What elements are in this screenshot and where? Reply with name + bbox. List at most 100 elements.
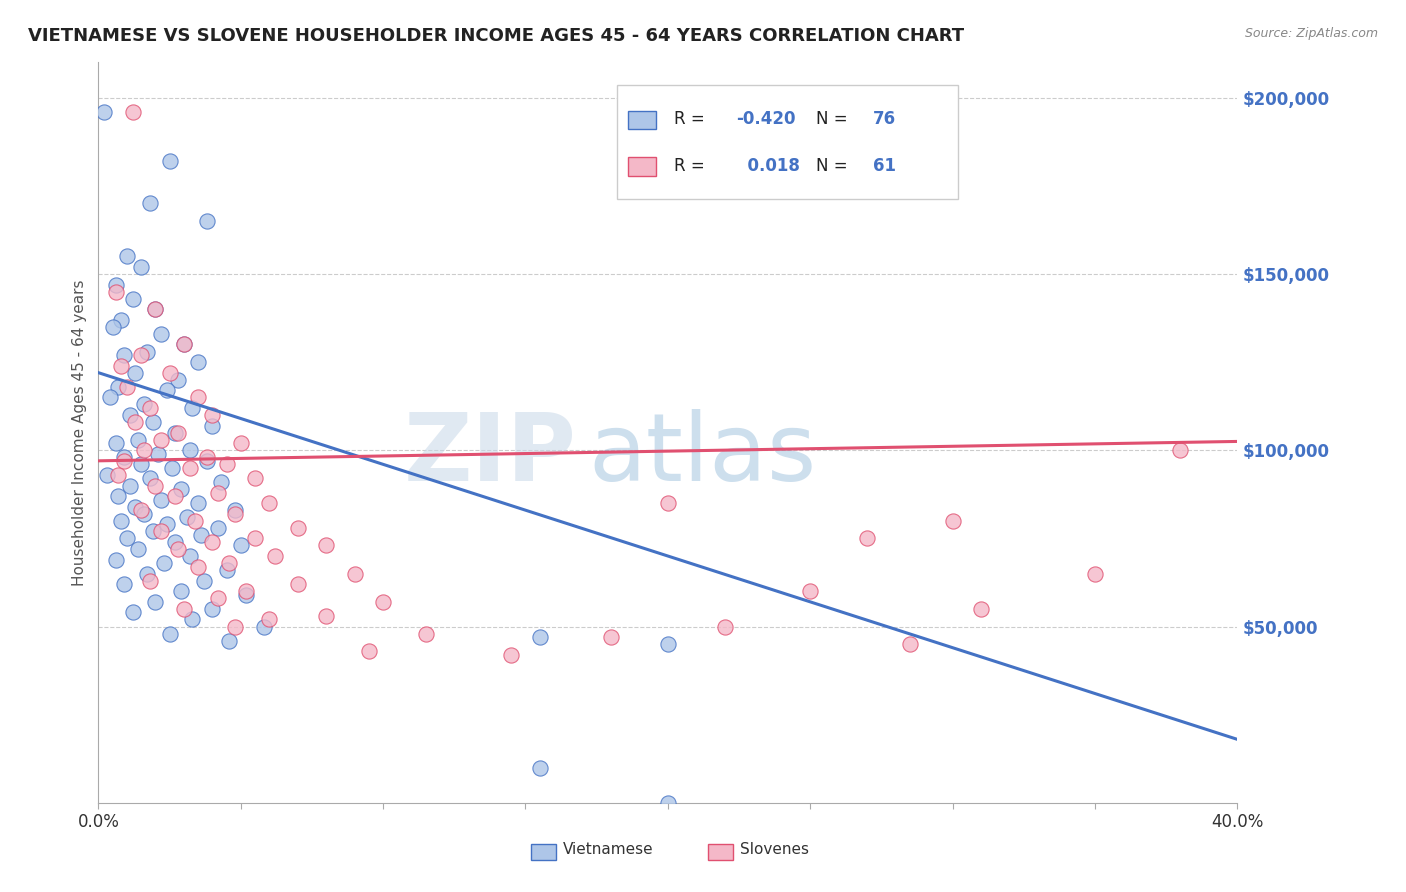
Point bbox=[112, 450, 135, 465]
Point bbox=[156, 384, 179, 398]
Point bbox=[173, 337, 195, 351]
Point bbox=[118, 408, 141, 422]
Point bbox=[107, 489, 129, 503]
Point bbox=[135, 566, 157, 581]
Text: Slovenes: Slovenes bbox=[740, 842, 808, 857]
Point bbox=[115, 380, 138, 394]
Point bbox=[96, 467, 118, 482]
Point bbox=[132, 443, 155, 458]
Point bbox=[115, 532, 138, 546]
Point bbox=[121, 606, 143, 620]
Point bbox=[159, 154, 181, 169]
Point bbox=[1170, 443, 1192, 458]
Point bbox=[173, 337, 195, 351]
Point bbox=[201, 535, 224, 549]
Point bbox=[218, 556, 240, 570]
Point bbox=[170, 584, 193, 599]
Point bbox=[121, 104, 143, 119]
Point bbox=[150, 524, 173, 539]
Y-axis label: Householder Income Ages 45 - 64 years: Householder Income Ages 45 - 64 years bbox=[72, 279, 87, 586]
Point bbox=[195, 454, 218, 468]
Point bbox=[145, 595, 167, 609]
Point bbox=[127, 541, 149, 556]
Point bbox=[218, 633, 240, 648]
Point bbox=[207, 591, 229, 606]
Point bbox=[110, 514, 132, 528]
Text: Vietnamese: Vietnamese bbox=[562, 842, 654, 857]
Point bbox=[264, 549, 287, 563]
Point bbox=[112, 348, 135, 362]
FancyBboxPatch shape bbox=[617, 85, 959, 200]
Point bbox=[343, 566, 366, 581]
FancyBboxPatch shape bbox=[628, 157, 657, 176]
Point bbox=[179, 443, 201, 458]
Point bbox=[235, 588, 257, 602]
Point bbox=[138, 471, 160, 485]
Point bbox=[714, 619, 737, 633]
Point bbox=[224, 503, 246, 517]
Point bbox=[112, 577, 135, 591]
Text: Source: ZipAtlas.com: Source: ZipAtlas.com bbox=[1244, 27, 1378, 40]
Point bbox=[93, 104, 115, 119]
Point bbox=[101, 319, 124, 334]
Point bbox=[138, 196, 160, 211]
Point bbox=[898, 637, 921, 651]
Point bbox=[856, 532, 879, 546]
Point bbox=[657, 796, 679, 810]
Point bbox=[243, 471, 266, 485]
Point bbox=[153, 556, 176, 570]
Point bbox=[215, 563, 238, 577]
Point bbox=[170, 482, 193, 496]
Point bbox=[501, 648, 523, 662]
Point bbox=[104, 436, 127, 450]
Point bbox=[129, 348, 152, 362]
Point bbox=[98, 390, 121, 404]
Point bbox=[165, 535, 187, 549]
Point bbox=[129, 458, 152, 472]
Point bbox=[132, 397, 155, 411]
Point bbox=[104, 277, 127, 292]
Point bbox=[141, 415, 163, 429]
Point bbox=[235, 584, 257, 599]
Point bbox=[259, 612, 281, 626]
Text: -0.420: -0.420 bbox=[737, 111, 796, 128]
Point bbox=[1084, 566, 1107, 581]
FancyBboxPatch shape bbox=[707, 844, 733, 860]
Point bbox=[138, 574, 160, 588]
Point bbox=[529, 630, 551, 644]
Point bbox=[104, 285, 127, 299]
Text: R =: R = bbox=[673, 111, 710, 128]
Point bbox=[195, 214, 218, 228]
Point bbox=[600, 630, 623, 644]
Point bbox=[167, 373, 190, 387]
Point bbox=[190, 528, 212, 542]
Point bbox=[167, 541, 190, 556]
Point bbox=[141, 524, 163, 539]
Point bbox=[209, 475, 232, 489]
FancyBboxPatch shape bbox=[531, 844, 557, 860]
Text: ZIP: ZIP bbox=[404, 409, 576, 500]
Point bbox=[201, 602, 224, 616]
Point bbox=[129, 260, 152, 274]
Point bbox=[657, 496, 679, 510]
Point bbox=[124, 415, 146, 429]
Point bbox=[156, 517, 179, 532]
Point bbox=[357, 644, 380, 658]
Text: 76: 76 bbox=[873, 111, 896, 128]
Point bbox=[259, 496, 281, 510]
Point bbox=[118, 478, 141, 492]
Point bbox=[173, 602, 195, 616]
Point bbox=[187, 559, 209, 574]
Point bbox=[127, 433, 149, 447]
Point bbox=[179, 461, 201, 475]
Point bbox=[159, 626, 181, 640]
Point bbox=[104, 552, 127, 566]
FancyBboxPatch shape bbox=[628, 111, 657, 129]
Point bbox=[187, 390, 209, 404]
Point bbox=[150, 433, 173, 447]
Point bbox=[150, 326, 173, 341]
Point bbox=[315, 538, 337, 552]
Point bbox=[315, 609, 337, 624]
Point bbox=[112, 454, 135, 468]
Point bbox=[145, 478, 167, 492]
